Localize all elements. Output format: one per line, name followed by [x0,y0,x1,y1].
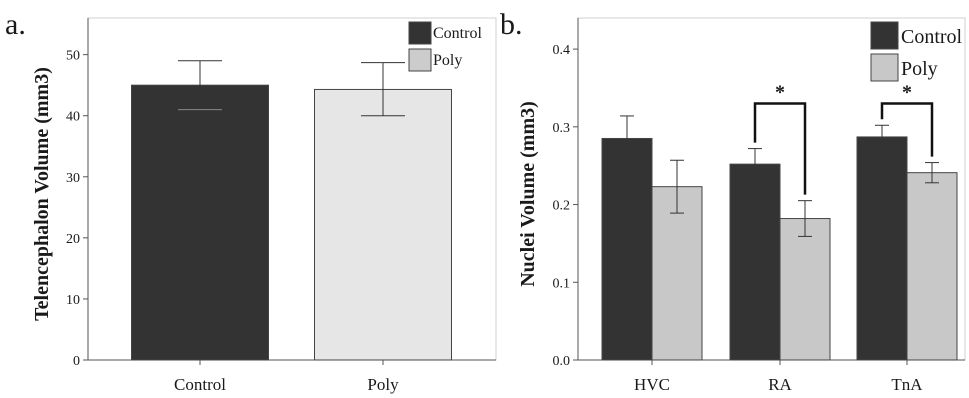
legend-swatch-poly [408,48,432,72]
legend-label: Poly [433,52,462,69]
y-tick-label: 0.1 [553,276,571,291]
legend: Control Poly [870,21,963,82]
y-tick-label: 10 [66,293,80,308]
bar-hvc-control [601,137,653,361]
bar-control [131,84,269,361]
y-tick-label: 0.4 [553,43,571,58]
panel-a-chart: 0 10 20 30 40 50 Control Poly Telencephalon Volu… [5,8,497,394]
bar-ra-poly [779,218,831,361]
significance-bracket [880,102,934,157]
significance-star: * [775,82,785,104]
bar-ra-control [729,163,781,361]
y-tick-label: 0.0 [553,354,571,369]
legend-label: Control [433,25,482,42]
y-tick-label: 30 [66,171,80,186]
y-tick-label: 20 [66,232,80,247]
y-axis-title: Nuclei Volume (mm3) [517,101,539,287]
bar-tna-control [856,136,908,361]
panel-b-chart: 0.0 0.1 0.2 0.3 0.4 HVC RA TnA * * Nuclei Volume (… [500,8,966,394]
legend-swatch-control [870,21,899,50]
y-tick-label: 0 [73,354,80,369]
x-tick-label: Poly [367,375,399,394]
legend-label: Poly [901,58,938,80]
y-tick-label: 0.2 [553,199,571,214]
y-tick-label: 40 [66,110,80,125]
panel-label: b. [500,8,523,41]
y-axis-title: Telencephalon Volume (mm3) [31,67,53,321]
y-tick-label: 0.3 [553,121,571,136]
x-tick-label: HVC [634,375,670,394]
bar-tna-poly [906,172,958,361]
significance-bracket [753,102,807,195]
legend-swatch-poly [870,53,899,82]
x-tick-label: Control [174,375,226,394]
bar-poly [314,88,452,361]
legend-label: Control [901,26,963,48]
panel-label: a. [5,8,26,41]
legend-swatch-control [408,21,432,45]
y-tick-label: 50 [66,49,80,64]
legend: Control Poly [408,21,482,72]
significance-star: * [902,82,912,104]
x-tick-label: TnA [891,375,923,394]
bar-hvc-poly [651,186,703,361]
x-tick-label: RA [768,375,792,394]
